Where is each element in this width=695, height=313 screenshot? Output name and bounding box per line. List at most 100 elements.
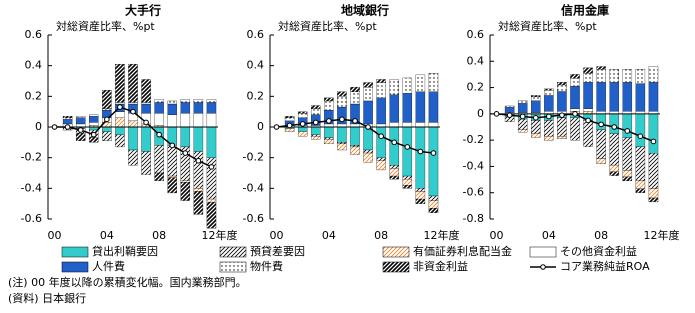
legend-swatch — [219, 246, 247, 258]
x-tick-label: 04 — [322, 229, 336, 242]
bar-segment — [363, 152, 373, 163]
bar-segment — [206, 99, 217, 103]
y-tick-label: 0 — [35, 120, 42, 133]
bar-segment — [415, 188, 426, 192]
bar-segment — [62, 116, 73, 118]
line-marker — [378, 133, 384, 139]
x-tick-label: 04 — [100, 229, 114, 242]
bar-segment — [284, 116, 295, 118]
bar-segment — [596, 158, 606, 164]
legend-swatch — [61, 246, 89, 258]
bar-segment — [324, 97, 334, 102]
bar-segment — [141, 151, 151, 175]
x-tick-label: 00 — [270, 229, 284, 242]
bar-segment — [648, 113, 659, 154]
bar-segment — [402, 126, 413, 177]
legend-swatch — [382, 261, 410, 273]
bar-segment — [415, 122, 426, 128]
bar-segment — [402, 93, 413, 123]
bar-segment — [311, 134, 321, 137]
bar-segment — [311, 108, 321, 115]
bar-segment — [154, 172, 164, 181]
legend-label: 預貸差要因 — [250, 244, 305, 258]
y-tick-label: -0.6 — [463, 186, 484, 199]
bar-segment — [324, 126, 334, 138]
bar-segment — [596, 82, 606, 112]
bar-segment — [635, 146, 646, 182]
bar-segment — [206, 126, 217, 158]
bar-segment — [583, 120, 593, 147]
bar-segment — [428, 200, 439, 209]
bar-segment — [517, 103, 528, 113]
panel-title: 地域銀行 — [341, 3, 389, 18]
bar-segment — [141, 102, 151, 105]
bar-segment — [583, 82, 593, 109]
bar-segment — [531, 133, 541, 138]
legend-label: その他資金利益 — [560, 244, 637, 258]
y-tick-label: 0.4 — [25, 59, 43, 72]
line-marker — [130, 108, 136, 115]
bar-segment — [609, 82, 619, 112]
panel-title: 大手行 — [125, 3, 161, 18]
legend-swatch — [61, 261, 89, 273]
bar-segment — [297, 126, 308, 132]
bar-segment — [428, 91, 439, 123]
y-tick-label: 0.2 — [247, 89, 265, 102]
y-tick-label: 0.6 — [25, 28, 43, 41]
panel-title: 信用金庫 — [561, 3, 609, 18]
y-tick-label: 0.2 — [25, 89, 43, 102]
bar-segment — [154, 113, 164, 126]
line-marker — [352, 118, 358, 124]
bar-segment — [180, 180, 191, 183]
bar-segment — [180, 99, 191, 103]
bar-segment — [517, 118, 528, 130]
line-marker — [77, 127, 84, 133]
bar-segment — [635, 188, 646, 193]
bar-segment — [376, 79, 386, 83]
bar-segment — [337, 142, 347, 145]
bar-segment — [363, 149, 373, 154]
bar-segment — [337, 143, 347, 151]
bar-segment — [428, 208, 439, 214]
bar-segment — [517, 129, 528, 133]
line-marker — [506, 112, 513, 118]
bar-segment — [62, 119, 73, 125]
bar-segment — [504, 107, 515, 113]
bar-segment — [284, 128, 295, 132]
bar-segment — [193, 102, 204, 114]
line-marker — [117, 104, 123, 110]
bar-segment — [376, 97, 386, 125]
bar-segment — [544, 90, 554, 96]
bar-segment — [337, 91, 347, 97]
y-tick-label: 0.4 — [247, 59, 265, 72]
x-tick-label: 08 — [374, 229, 388, 242]
line-marker — [598, 121, 604, 128]
bar-segment — [376, 160, 386, 171]
bar-segment — [141, 79, 151, 103]
line-marker — [326, 118, 332, 124]
bar-segment — [544, 95, 554, 112]
bar-segment — [583, 67, 593, 74]
bar-segment — [180, 113, 191, 128]
bar-segment — [102, 90, 112, 109]
bar-segment — [570, 108, 580, 112]
y-tick-label: 0.6 — [467, 28, 485, 41]
bar-segment — [622, 69, 633, 83]
line-marker — [624, 128, 631, 134]
bar-segment — [570, 117, 580, 141]
bar-segment — [167, 177, 177, 194]
bar-segment — [193, 188, 204, 192]
bar-segment — [284, 117, 295, 122]
bar-segment — [141, 126, 151, 152]
y-tick-label: -0.4 — [21, 181, 42, 194]
bar-segment — [376, 82, 386, 99]
bar-segment — [180, 102, 191, 114]
bar-segment — [415, 91, 426, 123]
line-marker — [404, 144, 411, 150]
line-marker — [195, 157, 202, 164]
bar-segment — [596, 129, 606, 159]
y-tick-label: -0.2 — [243, 151, 264, 164]
bar-segment — [337, 126, 347, 143]
line-marker — [299, 121, 306, 127]
bar-segment — [206, 198, 217, 203]
